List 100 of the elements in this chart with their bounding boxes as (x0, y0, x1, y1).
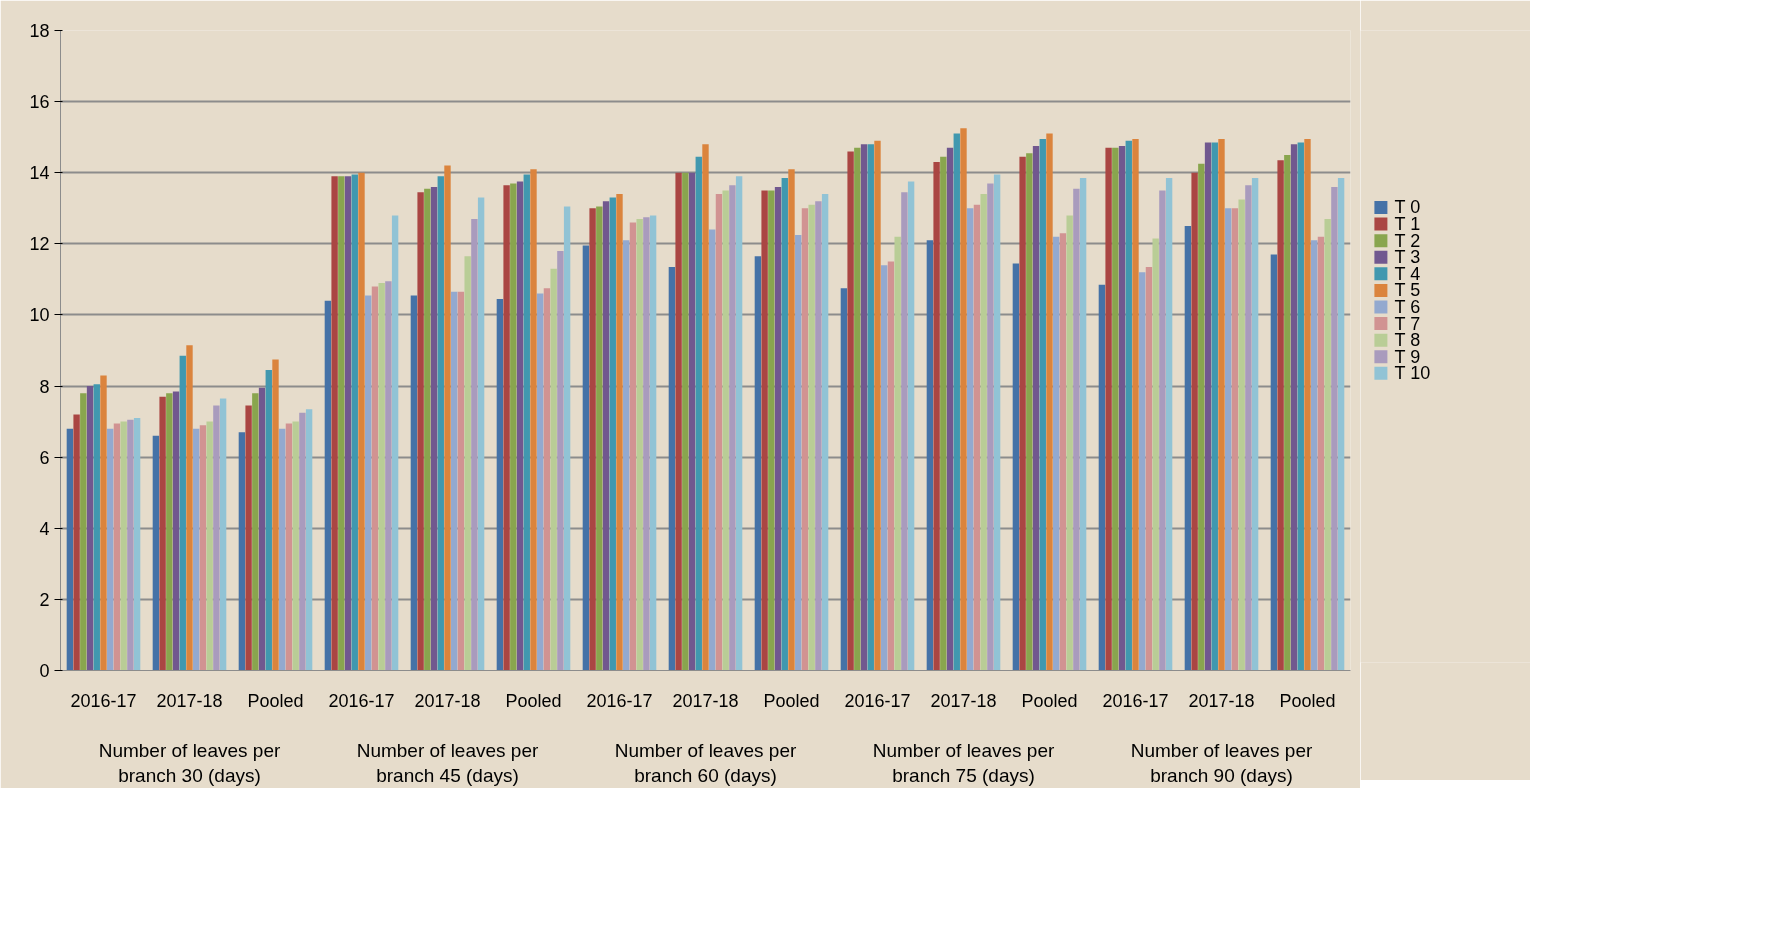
bar (477, 197, 485, 671)
bar (199, 425, 207, 671)
y-tick-label: 0 (39, 661, 50, 681)
bar (754, 256, 762, 671)
bar (120, 421, 127, 671)
bar (410, 295, 418, 671)
bar (602, 201, 610, 671)
bar (874, 140, 881, 671)
bar (1066, 215, 1073, 671)
bar (66, 428, 74, 671)
bar (729, 185, 736, 671)
bar (1238, 199, 1245, 671)
bar (808, 204, 815, 671)
bar (1073, 188, 1080, 671)
x-tick-label: Pooled (1279, 690, 1336, 711)
bar (1311, 240, 1318, 671)
bar (907, 181, 915, 671)
x-tick-label: 2017-18 (1188, 690, 1255, 711)
bar (1317, 236, 1325, 671)
bar (86, 386, 94, 671)
bar (596, 206, 603, 671)
bar (424, 188, 431, 671)
bar (133, 418, 141, 671)
bar (1304, 138, 1311, 671)
bar (1218, 138, 1225, 671)
bar (1198, 163, 1205, 671)
bar (417, 192, 424, 671)
x-tick-label: 2016-17 (844, 690, 911, 711)
bar (299, 412, 306, 671)
bar (265, 370, 272, 671)
bar (854, 147, 861, 671)
bar (206, 421, 213, 671)
bar (1337, 178, 1345, 671)
bar (774, 186, 782, 671)
x-tick-label: 2017-18 (672, 690, 739, 711)
bar (1270, 254, 1278, 671)
y-tick-label: 10 (29, 305, 50, 326)
bar (437, 176, 444, 671)
bar (557, 250, 564, 671)
bar (1191, 172, 1198, 671)
bar (371, 286, 379, 671)
bar (688, 172, 696, 671)
bar (351, 174, 358, 671)
bar (496, 298, 504, 671)
bar (973, 204, 981, 671)
bar (80, 393, 87, 671)
bar (1284, 154, 1291, 671)
bar (179, 355, 186, 671)
x-tick-label: 2017-18 (930, 690, 997, 711)
bar (987, 183, 994, 671)
bar (1079, 178, 1087, 671)
bar (901, 192, 908, 671)
bar (1211, 142, 1218, 671)
bar (940, 156, 947, 671)
bar (1132, 138, 1139, 671)
bar (258, 387, 266, 671)
bar (378, 282, 385, 671)
bar (1277, 160, 1284, 671)
bar (563, 206, 571, 671)
bar (1046, 133, 1053, 671)
bar (781, 178, 788, 671)
bar (186, 345, 193, 671)
bar (589, 208, 596, 671)
bar (331, 176, 338, 671)
x-tick-label: Pooled (247, 690, 304, 711)
bar (107, 428, 114, 671)
bar (245, 405, 252, 671)
bar (464, 256, 471, 671)
bar (1019, 156, 1026, 671)
y-tick-label: 6 (39, 447, 50, 468)
bar (166, 393, 173, 671)
y-tick-label: 16 (29, 92, 50, 113)
bar (860, 144, 868, 671)
bar (113, 423, 121, 671)
bar (695, 156, 702, 671)
bar (926, 240, 934, 671)
text: Number of leaves per branch 60 (days) (614, 739, 797, 786)
bar (279, 428, 286, 671)
bar (1184, 226, 1192, 671)
bar (609, 197, 616, 671)
bar (516, 181, 524, 671)
bar (1139, 272, 1146, 671)
bar (815, 201, 822, 671)
bar (1331, 186, 1338, 671)
bar (623, 240, 630, 671)
bar (550, 268, 557, 671)
text: Number of leaves per branch 90 (days) (1130, 739, 1313, 786)
bar (1059, 233, 1067, 671)
bar (324, 300, 332, 671)
bar (761, 190, 768, 671)
bar (344, 176, 352, 671)
bar (285, 423, 293, 671)
bar (523, 174, 530, 671)
bar (1098, 284, 1106, 671)
bar (788, 169, 795, 671)
y-tick-label: 18 (29, 21, 50, 41)
bar (1032, 146, 1040, 671)
bar (735, 176, 743, 671)
bar (93, 384, 100, 671)
bar (1152, 238, 1159, 671)
